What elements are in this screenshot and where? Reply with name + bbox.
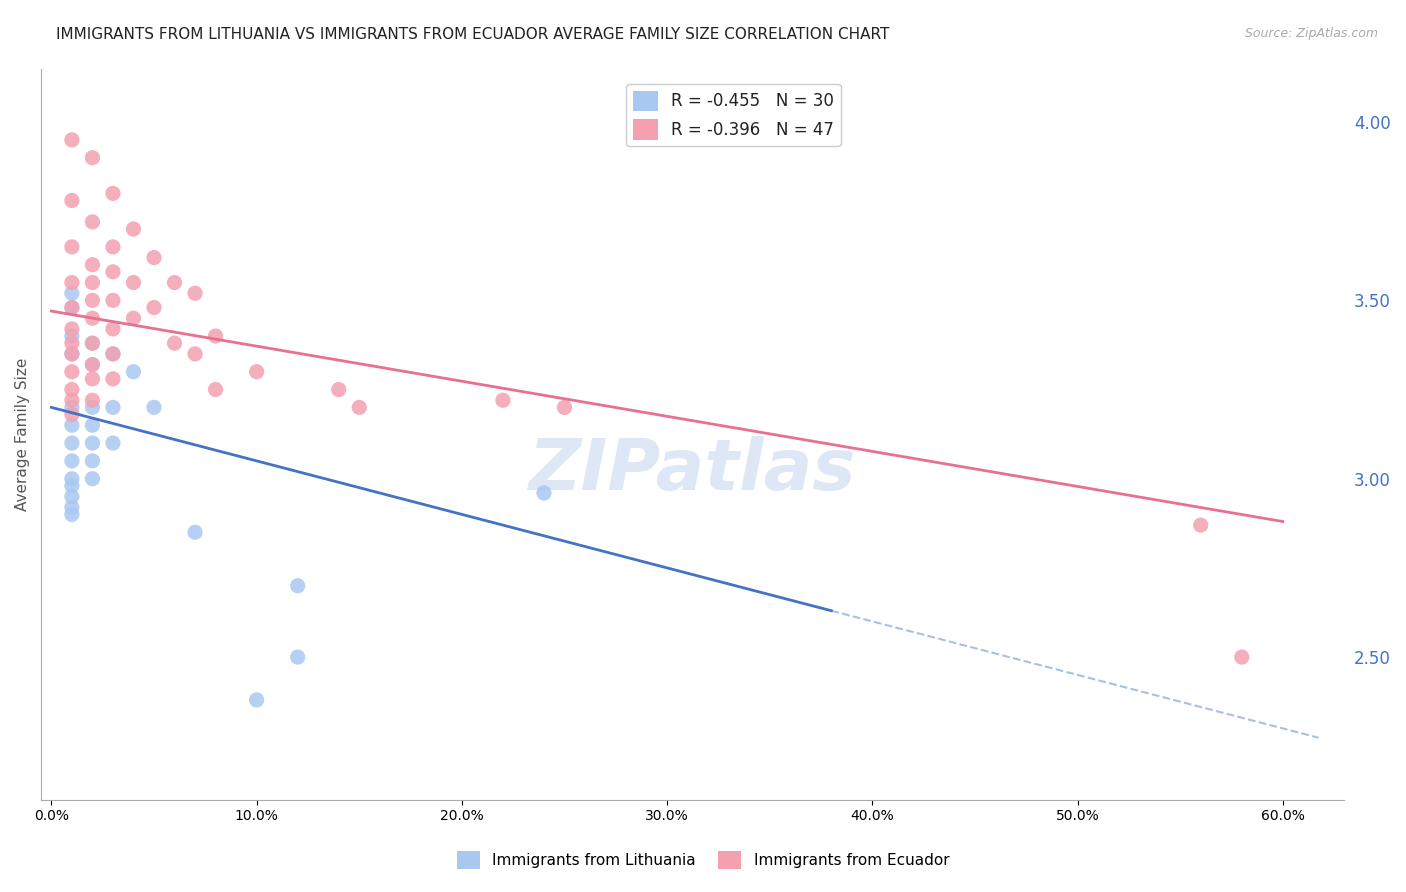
Point (184, 286, 207, 301)
Point (553, 401, 575, 415)
Point (60, 401, 83, 415)
Point (101, 322, 124, 336)
Point (60, 393, 83, 408)
Y-axis label: Average Family Size: Average Family Size (15, 358, 30, 511)
Text: Source: ZipAtlas.com: Source: ZipAtlas.com (1244, 27, 1378, 40)
Point (122, 276, 145, 290)
Point (60, 418, 83, 433)
Point (60, 133, 83, 147)
Point (82, 293, 104, 308)
Point (60, 383, 83, 397)
Point (60, 329, 83, 343)
Point (82, 358, 104, 372)
Point (492, 393, 515, 408)
Point (60, 479, 83, 493)
Point (101, 347, 124, 361)
Point (60, 194, 83, 208)
Point (533, 486, 555, 500)
Point (60, 472, 83, 486)
Point (143, 301, 166, 315)
Point (60, 508, 83, 522)
Point (60, 240, 83, 254)
Point (328, 383, 350, 397)
Point (101, 240, 124, 254)
Point (101, 347, 124, 361)
Point (163, 276, 186, 290)
Point (101, 372, 124, 386)
Point (82, 358, 104, 372)
Point (60, 322, 83, 336)
Point (82, 311, 104, 326)
Point (143, 401, 166, 415)
Point (82, 336, 104, 351)
Point (246, 693, 269, 707)
Point (60, 500, 83, 515)
Text: IMMIGRANTS FROM LITHUANIA VS IMMIGRANTS FROM ECUADOR AVERAGE FAMILY SIZE CORRELA: IMMIGRANTS FROM LITHUANIA VS IMMIGRANTS … (56, 27, 890, 42)
Point (101, 401, 124, 415)
Point (143, 251, 166, 265)
Point (60, 301, 83, 315)
Point (60, 286, 83, 301)
Text: ZIPatlas: ZIPatlas (529, 436, 856, 505)
Point (60, 347, 83, 361)
Point (101, 293, 124, 308)
Point (101, 265, 124, 279)
Point (204, 383, 226, 397)
Point (82, 372, 104, 386)
Point (82, 454, 104, 468)
Point (60, 365, 83, 379)
Point (82, 472, 104, 486)
Point (122, 365, 145, 379)
Point (60, 347, 83, 361)
Point (287, 579, 309, 593)
Point (101, 436, 124, 450)
Point (204, 329, 226, 343)
Point (82, 418, 104, 433)
Point (82, 401, 104, 415)
Point (82, 393, 104, 408)
Point (82, 215, 104, 229)
Point (60, 436, 83, 450)
Point (122, 311, 145, 326)
Point (163, 336, 186, 351)
Point (246, 365, 269, 379)
Point (122, 222, 145, 236)
Point (184, 525, 207, 540)
Point (60, 408, 83, 422)
Point (184, 347, 207, 361)
Point (82, 336, 104, 351)
Point (287, 650, 309, 665)
Point (1189, 518, 1212, 533)
Point (82, 276, 104, 290)
Point (60, 336, 83, 351)
Point (82, 151, 104, 165)
Point (101, 186, 124, 201)
Point (82, 436, 104, 450)
Point (60, 276, 83, 290)
Point (1230, 650, 1253, 665)
Legend: R = -0.455   N = 30, R = -0.396   N = 47: R = -0.455 N = 30, R = -0.396 N = 47 (626, 84, 841, 146)
Point (82, 258, 104, 272)
Legend: Immigrants from Lithuania, Immigrants from Ecuador: Immigrants from Lithuania, Immigrants fr… (451, 845, 955, 875)
Point (60, 454, 83, 468)
Point (60, 301, 83, 315)
Point (349, 401, 371, 415)
Point (60, 490, 83, 504)
